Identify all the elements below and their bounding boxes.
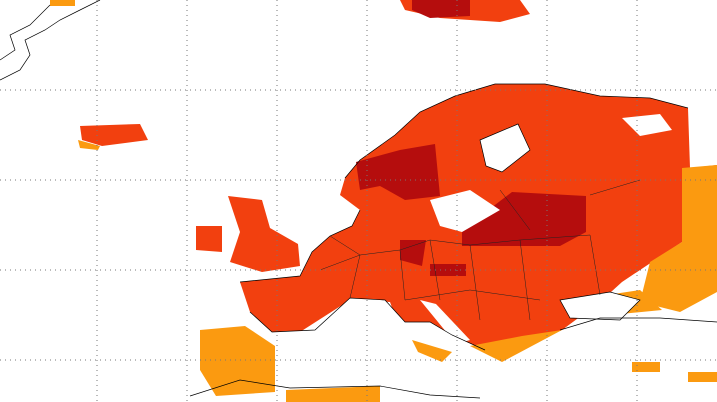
gulf-of-bothnia (480, 124, 530, 172)
baltic-dark (462, 192, 586, 246)
greenland-coast (0, 0, 101, 81)
adriatic (420, 300, 470, 344)
russia-east (640, 165, 717, 312)
black-sea (560, 292, 640, 320)
arctic-dark (412, 0, 470, 18)
central-dark (400, 240, 426, 266)
iberia (200, 326, 275, 396)
anomaly-dark-red (356, 0, 586, 276)
iceland-top (50, 0, 75, 6)
north-africa (286, 386, 380, 402)
baltic-sea (430, 190, 500, 232)
italy-south (412, 340, 452, 362)
water (300, 114, 672, 345)
balkans-south (470, 330, 562, 362)
white-sea (622, 114, 672, 136)
africa-coast (189, 379, 481, 399)
scandinavia-dark (356, 144, 440, 200)
levant-patch (688, 372, 717, 382)
mediterranean-west (300, 300, 400, 345)
britain (228, 196, 300, 272)
iceland-south (78, 140, 100, 150)
cyprus-patch (632, 362, 660, 372)
czech-dark (430, 264, 466, 276)
ireland (196, 226, 222, 252)
turkey-coast (559, 317, 717, 331)
